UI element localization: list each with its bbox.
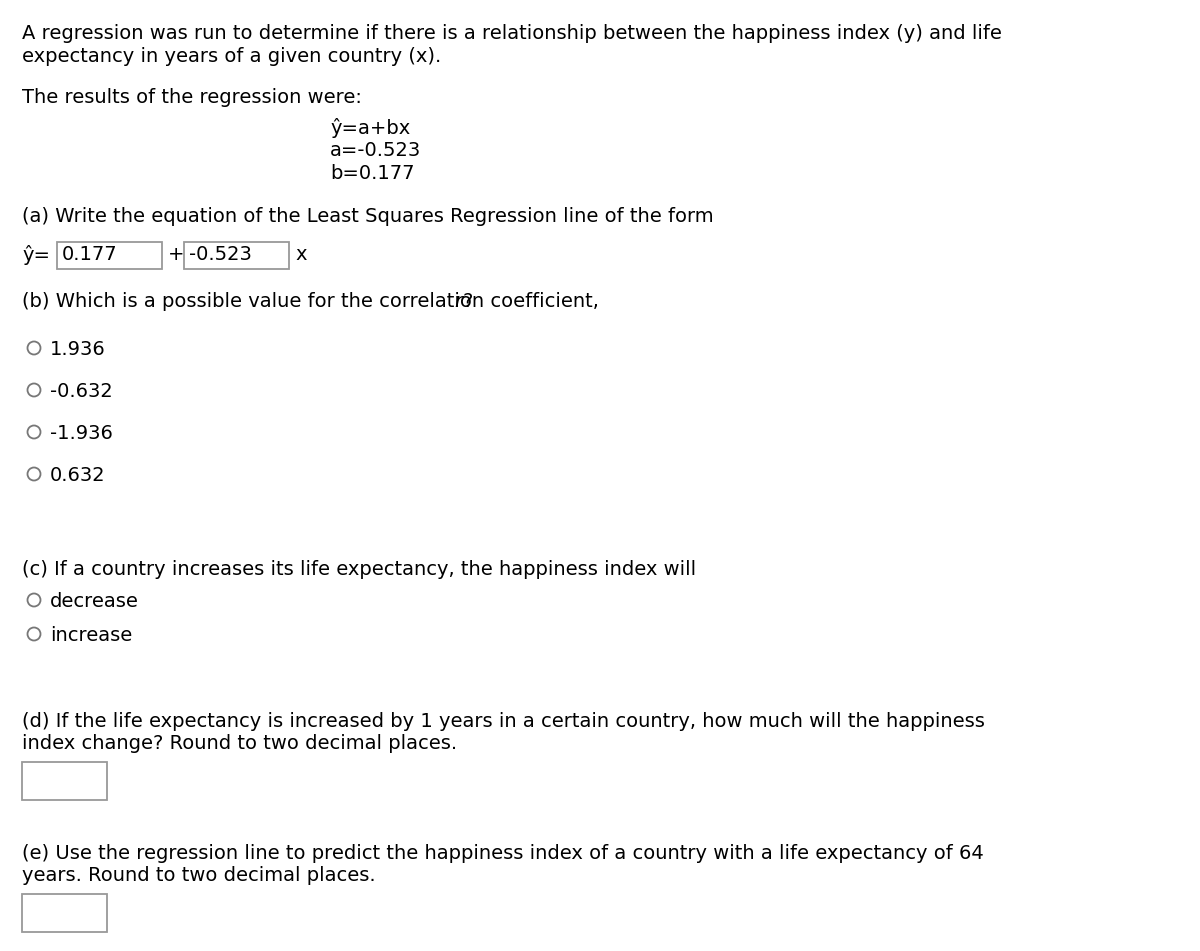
Text: 0.177: 0.177 [62,245,118,264]
Text: -1.936: -1.936 [50,424,113,443]
Text: index change? Round to two decimal places.: index change? Round to two decimal place… [22,734,457,753]
Text: (e) Use the regression line to predict the happiness index of a country with a l: (e) Use the regression line to predict t… [22,844,984,863]
Text: x: x [295,245,306,264]
Text: a=-0.523: a=-0.523 [330,141,421,160]
Text: A regression was run to determine if there is a relationship between the happine: A regression was run to determine if the… [22,24,1002,43]
Text: 0.632: 0.632 [50,466,106,485]
Text: The results of the regression were:: The results of the regression were: [22,88,362,107]
Text: decrease: decrease [50,592,139,611]
Text: ŷ=a+bx: ŷ=a+bx [330,118,410,138]
Text: years. Round to two decimal places.: years. Round to two decimal places. [22,866,376,885]
Text: ?: ? [463,292,473,311]
FancyBboxPatch shape [184,242,289,269]
FancyBboxPatch shape [22,894,107,932]
Text: -0.523: -0.523 [190,245,252,264]
Text: (a) Write the equation of the Least Squares Regression line of the form: (a) Write the equation of the Least Squa… [22,207,714,226]
Text: (b) Which is a possible value for the correlation coefficient,: (b) Which is a possible value for the co… [22,292,605,311]
FancyBboxPatch shape [22,762,107,800]
Text: increase: increase [50,626,132,645]
Text: (d) If the life expectancy is increased by 1 years in a certain country, how muc: (d) If the life expectancy is increased … [22,712,985,731]
Text: 1.936: 1.936 [50,340,106,359]
Text: (c) If a country increases its life expectancy, the happiness index will: (c) If a country increases its life expe… [22,560,696,579]
Text: r: r [454,292,462,311]
Text: b=0.177: b=0.177 [330,164,414,183]
Text: -0.632: -0.632 [50,382,113,401]
Text: ŷ=: ŷ= [22,245,50,265]
Text: +: + [168,245,185,264]
FancyBboxPatch shape [58,242,162,269]
Text: expectancy in years of a given country (x).: expectancy in years of a given country (… [22,47,442,66]
